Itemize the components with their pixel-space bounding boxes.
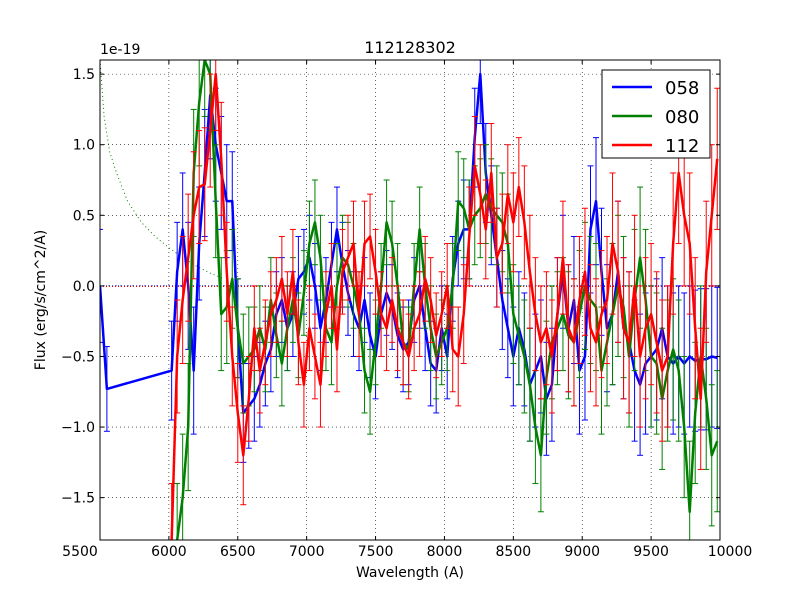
x-tick-label: 6500 [220, 544, 256, 560]
y-offset-text: 1e-19 [100, 42, 140, 58]
chart-title: 112128302 [364, 38, 456, 57]
x-tick-label: 10000 [708, 544, 753, 560]
x-tick-label: 5500 [62, 544, 98, 560]
y-tick-label: 0.0 [73, 279, 95, 295]
x-tick-label: 8000 [427, 544, 463, 560]
y-tick-label: 1.5 [73, 67, 95, 83]
y-tick-label: −1.5 [61, 491, 95, 507]
series-line-112 [170, 72, 719, 540]
series-112 [168, 60, 720, 540]
legend-box [601, 69, 711, 159]
x-tick-label: 6000 [151, 544, 187, 560]
x-axis-label: Wavelength (A) [356, 565, 464, 581]
legend-label-112: 112 [665, 136, 699, 157]
y-tick-label: −1.0 [61, 420, 95, 436]
x-tick-label: 9500 [633, 544, 669, 560]
plot-content [100, 60, 720, 540]
y-tick-label: −0.5 [61, 349, 95, 365]
y-tick-label: 1.0 [73, 138, 95, 154]
x-tick-label: 7500 [358, 544, 394, 560]
y-axis-label: Flux (erg/s/cm^2/A) [33, 230, 49, 370]
legend-label-080: 080 [665, 107, 699, 128]
x-tick-label: 7000 [289, 544, 325, 560]
axis-ticks: 5500 6000 6500 7000 7500 8000 8500 9000 9500 1000… [61, 60, 752, 560]
x-tick-label: 9000 [564, 544, 600, 560]
y-tick-label: 0.5 [73, 208, 95, 224]
legend: 058 080 112 [601, 69, 711, 159]
plot-frame [99, 59, 721, 541]
legend-label-058: 058 [665, 78, 699, 99]
model-curve [100, 60, 225, 280]
x-tick-label: 8500 [496, 544, 532, 560]
